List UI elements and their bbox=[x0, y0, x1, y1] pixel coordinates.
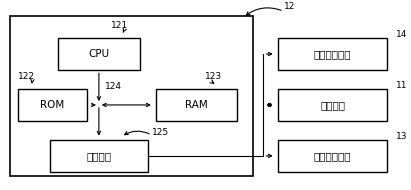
Text: 工作执行模块: 工作执行模块 bbox=[314, 151, 351, 161]
Text: 124: 124 bbox=[105, 82, 122, 91]
Text: 状态监测模块: 状态监测模块 bbox=[314, 49, 351, 59]
Text: 通信模块: 通信模块 bbox=[320, 100, 345, 110]
FancyBboxPatch shape bbox=[156, 89, 237, 121]
Text: 11: 11 bbox=[395, 81, 407, 90]
FancyBboxPatch shape bbox=[58, 38, 139, 70]
FancyBboxPatch shape bbox=[278, 139, 387, 172]
Text: 123: 123 bbox=[205, 72, 222, 81]
Text: CPU: CPU bbox=[88, 49, 109, 59]
Text: 12: 12 bbox=[284, 2, 295, 11]
Text: 125: 125 bbox=[152, 128, 169, 137]
Text: 通信接口: 通信接口 bbox=[86, 151, 111, 161]
Text: RAM: RAM bbox=[185, 100, 208, 110]
Text: 13: 13 bbox=[395, 132, 407, 141]
FancyBboxPatch shape bbox=[9, 16, 253, 176]
FancyBboxPatch shape bbox=[50, 139, 148, 172]
Text: ROM: ROM bbox=[40, 100, 64, 110]
Text: 14: 14 bbox=[395, 30, 407, 40]
Text: 122: 122 bbox=[18, 72, 35, 81]
FancyBboxPatch shape bbox=[18, 89, 87, 121]
FancyBboxPatch shape bbox=[278, 89, 387, 121]
Text: 121: 121 bbox=[111, 21, 128, 30]
FancyBboxPatch shape bbox=[278, 38, 387, 70]
